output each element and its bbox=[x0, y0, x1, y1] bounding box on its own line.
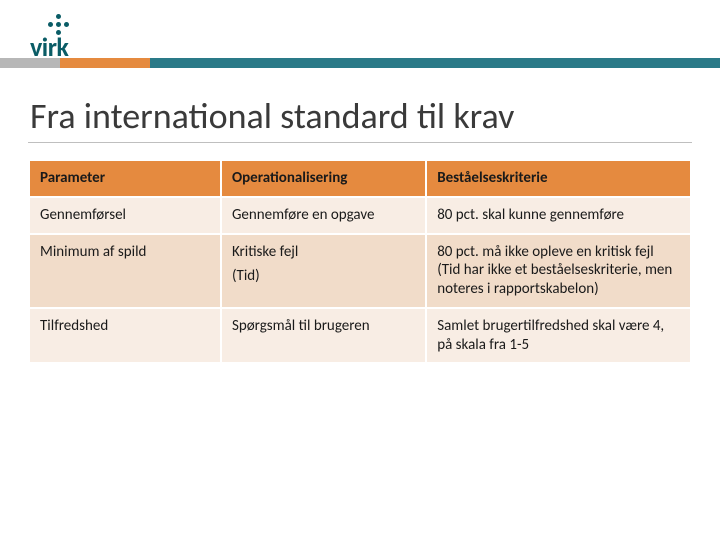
col-header-parameter: Parameter bbox=[29, 160, 221, 197]
cell-bestaaelse: Samlet brugertilfredshed skal være 4, på… bbox=[426, 308, 691, 364]
cell-bestaaelse: 80 pct. må ikke opleve en kritisk fejl (… bbox=[426, 234, 691, 308]
cell-parameter: Gennemførsel bbox=[29, 197, 221, 234]
ribbon-segment-gray bbox=[0, 58, 60, 68]
cell-line: (Tid) bbox=[232, 267, 415, 286]
cell-parameter: Minimum af spild bbox=[29, 234, 221, 308]
cell-operationalisering: Kritiske fejl (Tid) bbox=[221, 234, 426, 308]
table-row: Tilfredshed Spørgsmål til brugeren Samle… bbox=[29, 308, 691, 364]
criteria-table: Parameter Operationalisering Beståelsesk… bbox=[28, 159, 692, 364]
header-ribbon bbox=[0, 58, 720, 68]
header-logo-area: virk bbox=[0, 0, 720, 58]
col-header-operationalisering: Operationalisering bbox=[221, 160, 426, 197]
table-container: Parameter Operationalisering Beståelsesk… bbox=[0, 159, 720, 364]
ribbon-segment-teal bbox=[150, 58, 720, 68]
table-row: Gennemførsel Gennemføre en opgave 80 pct… bbox=[29, 197, 691, 234]
cell-bestaaelse: 80 pct. skal kunne gennemføre bbox=[426, 197, 691, 234]
cell-parameter: Tilfredshed bbox=[29, 308, 221, 364]
page-title: Fra international standard til krav bbox=[28, 68, 692, 143]
logo: virk bbox=[30, 14, 720, 63]
ribbon-segment-orange bbox=[60, 58, 150, 68]
col-header-bestaaelse: Beståelseskriterie bbox=[426, 160, 691, 197]
table-row: Minimum af spild Kritiske fejl (Tid) 80 … bbox=[29, 234, 691, 308]
cell-line: Kritiske fejl bbox=[232, 243, 415, 262]
table-header-row: Parameter Operationalisering Beståelsesk… bbox=[29, 160, 691, 197]
cell-operationalisering: Gennemføre en opgave bbox=[221, 197, 426, 234]
cell-operationalisering: Spørgsmål til brugeren bbox=[221, 308, 426, 364]
